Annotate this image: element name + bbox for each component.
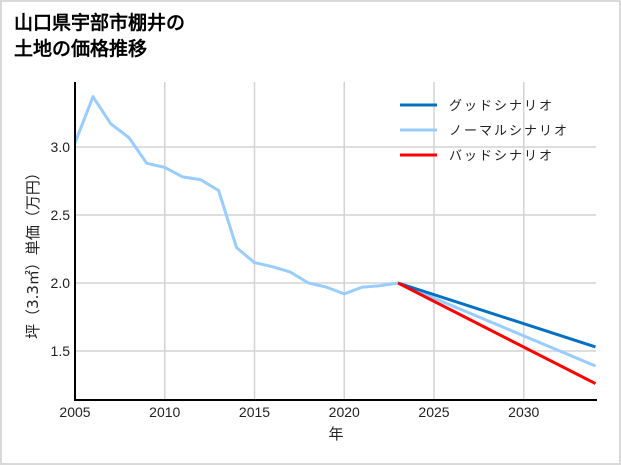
y-tick-3.0: 3.0 <box>51 139 71 155</box>
y-tick-labels: 3.0 2.5 2.0 1.5 <box>51 139 71 359</box>
y-tick-2.5: 2.5 <box>51 207 71 223</box>
x-tick-2005: 2005 <box>59 404 90 420</box>
legend-label-good: グッドシナリオ <box>449 99 554 114</box>
x-tick-2015: 2015 <box>239 404 270 420</box>
x-tick-2025: 2025 <box>418 404 449 420</box>
y-axis-label: 坪（3.3㎡）単価（万円） <box>24 165 42 339</box>
legend-item-normal: ノーマルシナリオ <box>400 124 569 139</box>
chart-title-line1: 山口県宇部市棚井の <box>14 12 186 34</box>
legend-item-bad: バッドシナリオ <box>400 149 554 164</box>
chart-title: 山口県宇部市棚井の 土地の価格推移 <box>14 10 185 62</box>
x-tick-2030: 2030 <box>508 404 539 420</box>
x-tick-labels: 2005 2010 2015 2020 2025 2030 <box>59 404 539 420</box>
series-good-scenario <box>397 281 596 349</box>
y-tick-1.5: 1.5 <box>51 343 71 359</box>
x-axis-label: 年 <box>328 425 343 443</box>
legend-label-normal: ノーマルシナリオ <box>449 124 569 139</box>
chart-title-line2: 土地の価格推移 <box>14 38 148 60</box>
series-normal-scenario <box>73 95 597 368</box>
legend-label-bad: バッドシナリオ <box>449 149 554 164</box>
x-tick-2020: 2020 <box>329 404 360 420</box>
series-bad-scenario <box>397 281 597 385</box>
legend: グッドシナリオ ノーマルシナリオ バッドシナリオ <box>400 99 569 164</box>
y-tick-2.0: 2.0 <box>51 275 71 291</box>
x-tick-2010: 2010 <box>149 404 180 420</box>
legend-item-good: グッドシナリオ <box>400 99 554 114</box>
